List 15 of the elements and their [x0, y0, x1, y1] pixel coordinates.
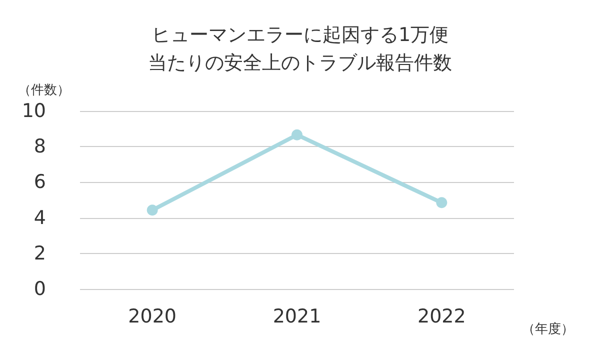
x-tick-label: 2021 [272, 306, 322, 328]
x-tick-label: 2022 [417, 306, 466, 328]
y-axis-title: （件数） [18, 83, 70, 98]
y-tick-label: 10 [22, 100, 46, 122]
x-tick-label: 2020 [128, 306, 177, 328]
x-axis-title: （年度） [522, 321, 574, 337]
y-tick-label: 8 [34, 136, 46, 158]
point [436, 197, 448, 208]
y-tick-label: 2 [34, 242, 46, 264]
y-tick-label: 4 [34, 206, 46, 229]
y-tick-label: 0 [34, 278, 46, 300]
chart-title: ヒューマンエラーに起因する1万便当たりの安全上のトラブル報告件数 [148, 24, 452, 74]
y-tick-label: 6 [34, 171, 46, 194]
point [292, 129, 302, 140]
point [146, 204, 158, 216]
